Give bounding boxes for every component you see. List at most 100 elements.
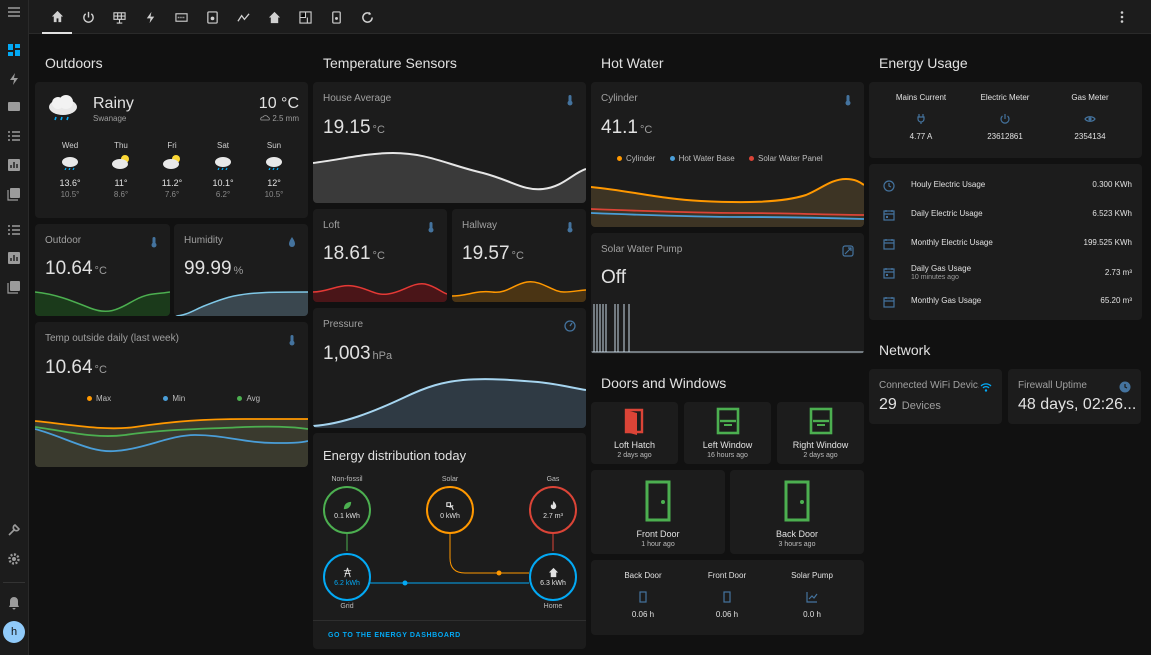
glance-item-mains-current[interactable]: Mains Current 4.77 A: [881, 93, 961, 141]
sidebar-item-overview[interactable]: [5, 41, 23, 59]
usage-row[interactable]: Daily Gas Usage 10 minutes ago 2.73 m³: [883, 260, 1132, 286]
sidebar-item-playlist[interactable]: [5, 278, 23, 296]
back-door-tile[interactable]: Back Door 3 hours ago: [730, 470, 864, 554]
settings-gear-icon[interactable]: [5, 550, 23, 568]
card-title: Humidity: [184, 235, 223, 246]
tab-refresh[interactable]: [352, 0, 382, 34]
glance-value: 0.0 h: [803, 610, 821, 619]
tab-boiler[interactable]: [321, 0, 351, 34]
tab-chart[interactable]: [228, 0, 258, 34]
home-node[interactable]: 6.3 kWh: [529, 553, 577, 601]
rainy-icon: [62, 157, 78, 170]
glance-value: 23612861: [987, 132, 1023, 141]
glance-item-electric-meter[interactable]: Electric Meter 23612861: [965, 93, 1045, 141]
tile-name: Left Window: [702, 440, 753, 450]
legend-item[interactable]: Avg: [237, 394, 260, 403]
nonfossil-node[interactable]: 0.1 kWh: [323, 486, 371, 534]
left-window-tile[interactable]: Left Window 16 hours ago: [684, 402, 771, 464]
wifi-devices-card[interactable]: Connected WiFi Devic... 29 Devices: [869, 369, 1002, 424]
sidebar-item-list[interactable]: [5, 221, 23, 239]
fire-icon: [550, 500, 556, 510]
loft-temperature-card[interactable]: Loft 18.61 °C: [313, 209, 447, 302]
firewall-uptime-card[interactable]: Firewall Uptime 48 days, 02:26...: [1008, 369, 1141, 424]
glance-item-solar-pump[interactable]: Solar Pump 0.0 h: [772, 571, 852, 619]
humidity-card[interactable]: Humidity 99.99%: [174, 224, 308, 316]
temp-outside-daily-card[interactable]: Temp outside daily (last week) 10.64 °C M…: [35, 322, 308, 467]
sidebar-item-map[interactable]: [5, 98, 23, 116]
overflow-menu-icon[interactable]: [1115, 10, 1129, 24]
legend-label: Solar Water Panel: [757, 154, 823, 163]
glance-item-front-door[interactable]: Front Door 0.06 h: [687, 571, 767, 619]
sidebar-item-media[interactable]: [5, 185, 23, 203]
legend-item[interactable]: Hot Water Base: [669, 154, 735, 163]
tab-solar[interactable]: [104, 0, 134, 34]
solar-value: 0 kWh: [440, 513, 460, 520]
glance-item-gas-meter[interactable]: Gas Meter 2354134: [1050, 93, 1130, 141]
glance-item-back-door[interactable]: Back Door 0.06 h: [603, 571, 683, 619]
sidebar-item-logbook[interactable]: [5, 127, 23, 145]
sidebar-item-energy[interactable]: [5, 70, 23, 88]
solar-node[interactable]: 0 kWh: [426, 486, 474, 534]
usage-row[interactable]: Houly Electric Usage 0.300 KWh: [883, 176, 1132, 196]
plug-icon: [915, 112, 927, 124]
energy-usage-heading: Energy Usage: [879, 55, 968, 71]
forecast-day-name: Sun: [266, 141, 282, 150]
gas-node[interactable]: 2.7 m³: [529, 486, 577, 534]
cylinder-card[interactable]: Cylinder 41.1 °C Cylinder Hot Water Base …: [591, 82, 864, 227]
front-door-tile[interactable]: Front Door 1 hour ago: [591, 470, 725, 554]
chart-legend: Cylinder Hot Water Base Solar Water Pane…: [617, 154, 835, 163]
tile-last-changed: 2 days ago: [803, 452, 838, 459]
door-duration-glance-card[interactable]: Back Door 0.06 h Front Door 0.06 h Solar P…: [591, 560, 864, 635]
legend-item[interactable]: Max: [87, 394, 111, 403]
forecast-day: Sun 12° 10.5°: [259, 141, 289, 199]
notifications-bell-icon[interactable]: [5, 594, 23, 612]
house-average-card[interactable]: House Average 19.15 °C: [313, 82, 586, 203]
door-icon: [721, 590, 733, 603]
row-label: Monthly Gas Usage: [911, 296, 982, 305]
tab-house[interactable]: [259, 0, 289, 34]
solar-water-pump-card[interactable]: Solar Water Pump Off: [591, 233, 864, 354]
rainy-icon: [215, 157, 231, 170]
row-value: 199.525 KWh: [1083, 238, 1132, 247]
tab-floorplan[interactable]: [290, 0, 320, 34]
value-unit: °C: [639, 124, 653, 136]
temperature-sensors-heading: Temperature Sensors: [323, 55, 457, 71]
calendar-icon: [883, 295, 895, 308]
grid-node[interactable]: 6.2 kWh: [323, 553, 371, 601]
gas-label: Gas: [546, 476, 560, 483]
tab-meter[interactable]: [166, 0, 196, 34]
pressure-card[interactable]: Pressure 1,003 hPa: [313, 308, 586, 428]
sensor-value: 18.61 °C: [323, 243, 385, 265]
tile-name: Loft Hatch: [613, 440, 656, 450]
tab-energy[interactable]: [135, 0, 165, 34]
legend-item[interactable]: Min: [163, 394, 185, 403]
meter-glance-card[interactable]: Mains Current 4.77 A Electric Meter 236128…: [869, 82, 1142, 158]
usage-row[interactable]: Daily Electric Usage 6.523 KWh: [883, 205, 1132, 225]
humidity-sparkline: [174, 291, 308, 316]
sidebar-item-stats[interactable]: [5, 249, 23, 267]
loft-hatch-tile[interactable]: Loft Hatch 2 days ago: [591, 402, 678, 464]
tab-home[interactable]: [42, 0, 72, 34]
outdoors-heading: Outdoors: [45, 55, 103, 71]
right-window-tile[interactable]: Right Window 2 days ago: [777, 402, 864, 464]
sidebar-item-history[interactable]: [5, 156, 23, 174]
energy-dashboard-link[interactable]: GO TO THE ENERGY DASHBOARD: [328, 632, 461, 639]
legend-item[interactable]: Cylinder: [617, 154, 655, 163]
tab-power[interactable]: [73, 0, 103, 34]
hamburger-menu-icon[interactable]: [5, 3, 23, 21]
outdoor-temperature-card[interactable]: Outdoor 10.64 °C: [35, 224, 170, 316]
usage-row[interactable]: Monthly Gas Usage 65.20 m³: [883, 292, 1132, 312]
usage-entities-card[interactable]: Houly Electric Usage 0.300 KWh Daily Elec…: [869, 164, 1142, 320]
usage-row[interactable]: Monthly Electric Usage 199.525 KWh: [883, 234, 1132, 254]
card-divider: [313, 620, 586, 621]
hallway-temperature-card[interactable]: Hallway 19.57 °C: [452, 209, 586, 302]
card-title: Connected WiFi Devic...: [879, 380, 979, 391]
forecast-day: Thu 11° 8.6°: [106, 141, 136, 199]
sensor-value: 41.1 °C: [601, 117, 652, 139]
user-avatar[interactable]: h: [3, 621, 25, 643]
weather-forecast-card[interactable]: Rainy Swanage 10 °C 2.5 mm Wed 13.6° 10.5°…: [35, 82, 308, 218]
developer-tools-icon[interactable]: [5, 521, 23, 539]
tab-tablet[interactable]: [197, 0, 227, 34]
energy-distribution-card[interactable]: Energy distribution today Non-fossil 0.1…: [313, 433, 586, 649]
legend-item[interactable]: Solar Water Panel: [748, 154, 823, 163]
